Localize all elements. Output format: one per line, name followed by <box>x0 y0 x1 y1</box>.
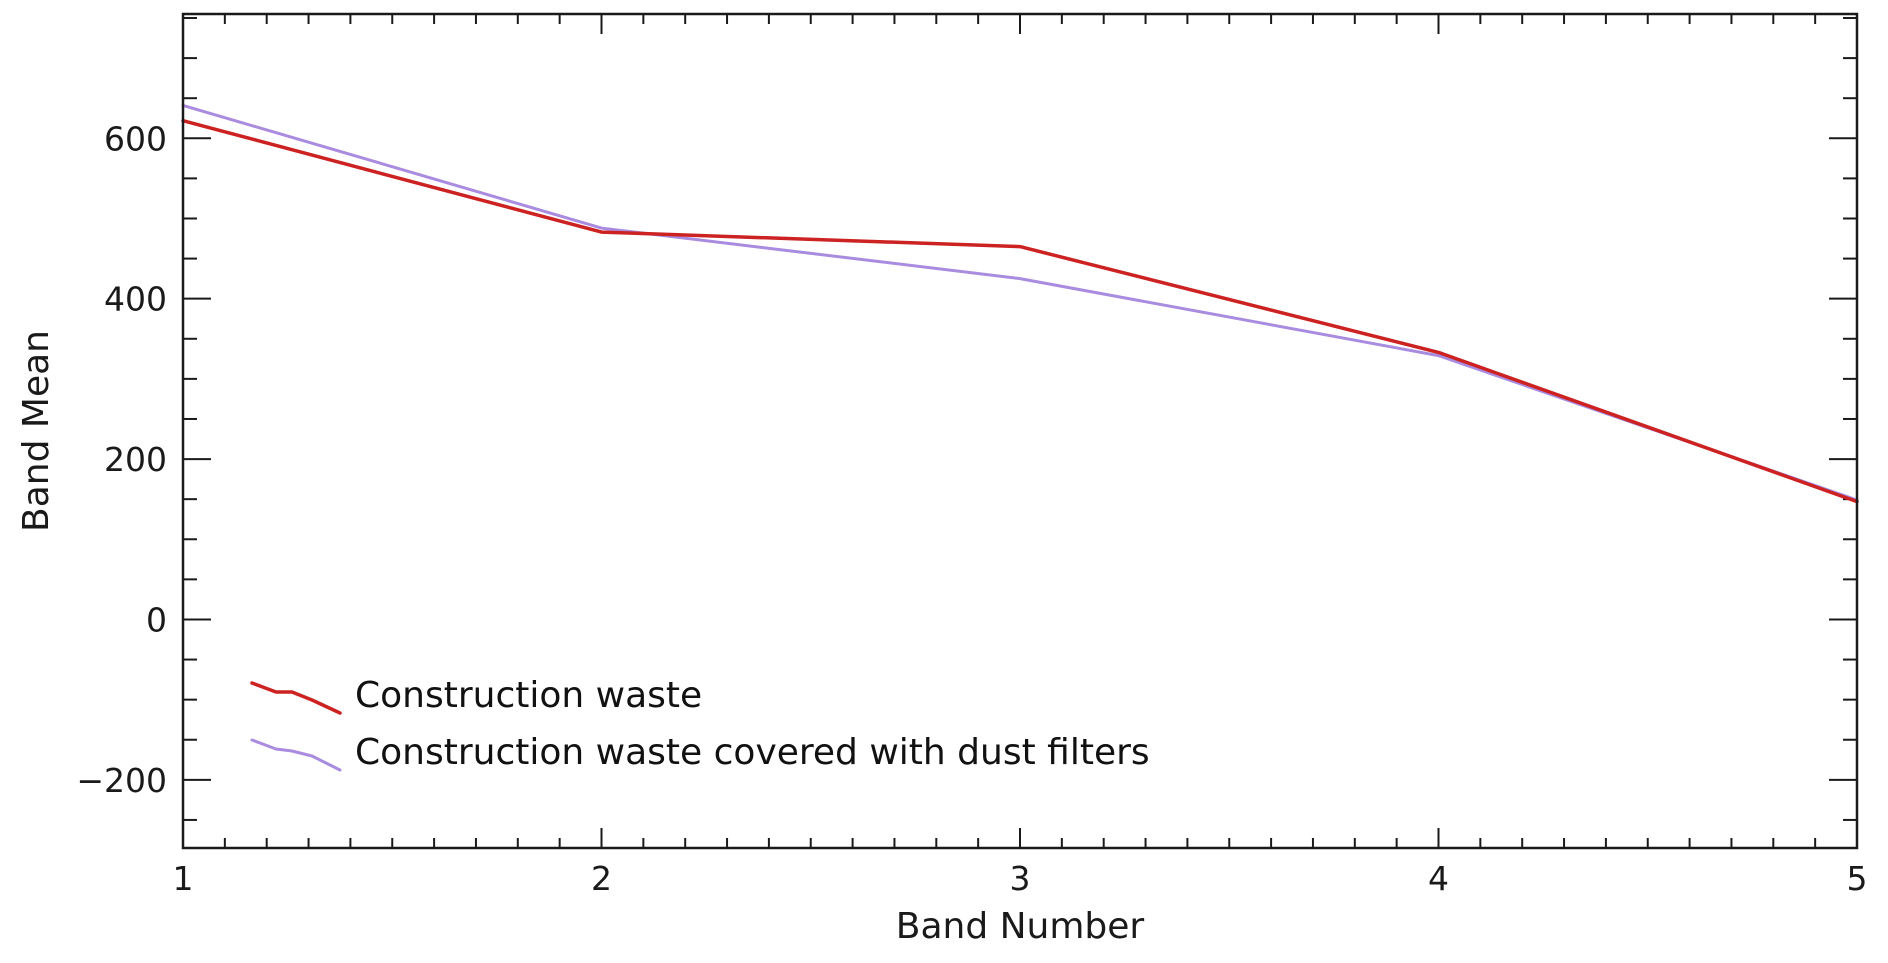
legend-label-construction-waste: Construction waste <box>355 675 702 716</box>
legend-swatch-construction-waste-covered <box>250 738 342 772</box>
legend-swatch-construction-waste <box>250 681 342 715</box>
series-lines <box>181 103 1859 504</box>
x-tick-label: 4 <box>1428 859 1449 898</box>
x-tick-label: 3 <box>1010 859 1031 898</box>
y-tick-label: 0 <box>146 600 167 639</box>
x-tick-label: 2 <box>591 859 612 898</box>
y-axis-title: Band Mean <box>16 330 57 532</box>
axis-ticks <box>182 14 1858 848</box>
y-tick-label: 200 <box>104 440 167 479</box>
x-tick-label: 1 <box>173 859 194 898</box>
y-tick-label: −200 <box>76 761 167 800</box>
y-tick-label: 400 <box>104 280 167 319</box>
y-tick-label: 600 <box>104 119 167 158</box>
series-line-construction-waste <box>181 118 1859 504</box>
legend: Construction waste Construction waste co… <box>250 675 1150 773</box>
plot-frame <box>181 12 1859 850</box>
x-tick-label: 5 <box>1847 859 1868 898</box>
tick-labels: 1 2 3 4 5 −200 0 200 400 600 <box>76 119 1867 898</box>
x-axis-title: Band Number <box>896 906 1145 947</box>
legend-label-construction-waste-covered: Construction waste covered with dust fil… <box>355 732 1150 773</box>
